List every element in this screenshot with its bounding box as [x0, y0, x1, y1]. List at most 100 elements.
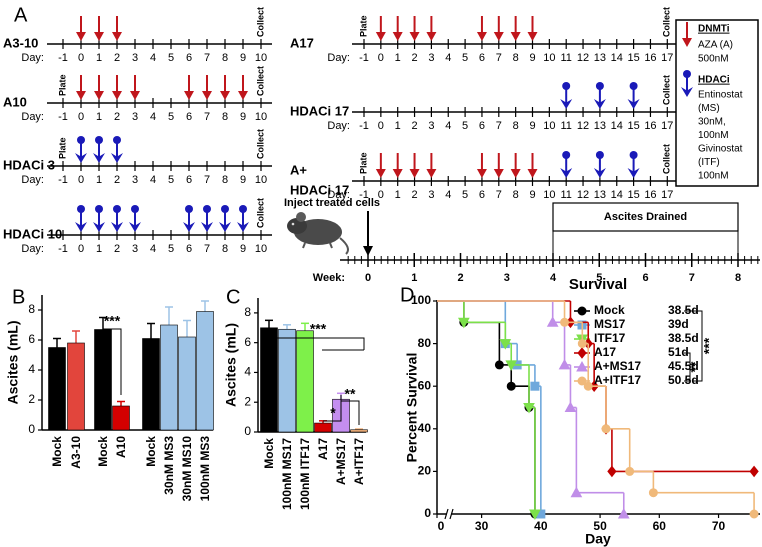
arrow-bulb — [113, 205, 121, 213]
bar — [48, 347, 66, 431]
arrow-head — [238, 91, 248, 100]
y-tick-label: 0 — [28, 422, 35, 436]
arrow-head — [476, 169, 487, 178]
y-tick-label: 6 — [28, 332, 35, 346]
arrow-head — [627, 168, 640, 178]
arrow-bulb — [113, 136, 121, 144]
day-tick-label: 3 — [428, 120, 434, 132]
timeline-label: HDACi 17 — [290, 103, 349, 118]
day-tick-label: 17 — [661, 52, 673, 64]
day-tick-label: -1 — [359, 189, 369, 201]
day-tick-label: 7 — [496, 189, 502, 201]
hdaci-arrow — [201, 205, 213, 232]
collect-label: Collect — [255, 66, 265, 96]
bar — [67, 342, 85, 431]
plate-label: Plate — [57, 74, 67, 96]
mouse-ear — [296, 212, 306, 222]
bar — [296, 330, 314, 433]
arrow-head — [409, 32, 420, 41]
day-tick-label: 9 — [529, 120, 535, 132]
day-tick-label: 14 — [611, 52, 623, 64]
dnmti-arrow — [527, 153, 538, 178]
day-tick-label: 1 — [395, 120, 401, 132]
day-tick-label: 5 — [462, 189, 468, 201]
survival-point — [564, 401, 577, 412]
survival-point — [648, 488, 658, 498]
legend-label: MS17 — [594, 317, 626, 331]
day-label: Day: — [327, 120, 350, 132]
arrow-head — [392, 169, 403, 178]
day-tick-label: 8 — [513, 120, 519, 132]
day-tick-label: 9 — [240, 174, 246, 186]
y-tick-label: 100 — [411, 293, 431, 307]
panel-label: C — [226, 286, 240, 308]
day-label: Day: — [21, 243, 44, 255]
dnmti-arrow — [527, 16, 538, 41]
day-tick-label: 5 — [462, 52, 468, 64]
day-tick-label: 9 — [240, 52, 246, 64]
arrow-head — [183, 222, 195, 232]
legend-label: ITF17 — [594, 331, 626, 345]
legend-label: A+MS17 — [594, 359, 641, 373]
arrow-head — [112, 32, 122, 41]
arrow-bulb — [185, 205, 193, 213]
axis-break-gap — [447, 511, 451, 517]
survival-point — [523, 403, 535, 414]
y-tick-label: 4 — [244, 365, 251, 379]
day-tick-label: 10 — [543, 52, 555, 64]
arrow-bulb — [221, 205, 229, 213]
y-tick-label: 60 — [418, 378, 432, 392]
bar — [94, 329, 112, 431]
survival-point — [529, 509, 541, 521]
legend-median: 45.5d — [668, 359, 699, 373]
arrow-head — [510, 169, 521, 178]
panel-label: D — [400, 284, 414, 306]
x-tick-label: A17 — [316, 438, 330, 460]
dnmti-arrow — [76, 16, 86, 41]
hdaci-arrow — [627, 151, 640, 178]
legend-text: AZA (A) — [698, 40, 733, 51]
hdaci-arrow — [93, 136, 105, 163]
arrow-head — [94, 91, 104, 100]
day-tick-label: 4 — [150, 111, 156, 123]
day-tick-label: 5 — [462, 120, 468, 132]
arrow-head — [237, 222, 249, 232]
survival-point — [494, 360, 504, 370]
day-tick-label: 8 — [222, 243, 228, 255]
timeline-label: HDACi 10 — [3, 226, 62, 241]
day-tick-label: 3 — [132, 243, 138, 255]
x-tick-label: Mock — [262, 438, 276, 469]
panel-label: A — [14, 4, 28, 26]
arrow-head — [476, 32, 487, 41]
chart-title: Survival — [569, 276, 627, 293]
bar — [260, 327, 278, 433]
survival-point — [546, 316, 559, 327]
day-tick-label: 6 — [479, 52, 485, 64]
day-tick-label: 16 — [644, 120, 656, 132]
day-tick-label: 11 — [560, 189, 571, 201]
arrow-head — [130, 91, 140, 100]
y-axis-label: Ascites (mL) — [5, 320, 21, 404]
hdaci-arrow — [627, 82, 640, 109]
day-tick-label: 4 — [150, 243, 156, 255]
day-tick-label: 8 — [513, 52, 519, 64]
x-tick-label: 0 — [438, 519, 445, 533]
day-tick-label: 4 — [445, 52, 451, 64]
arrow-bulb — [95, 136, 103, 144]
day-label: Day: — [327, 52, 350, 64]
collect-label: Collect — [255, 7, 265, 37]
mouse-feet — [302, 242, 333, 249]
day-tick-label: 10 — [543, 120, 555, 132]
y-tick-label: 40 — [418, 421, 432, 435]
survival-point — [601, 424, 611, 434]
legend-median: 50.5d — [668, 373, 699, 387]
significance-bracket — [684, 352, 691, 382]
arrow-head — [593, 168, 606, 178]
day-tick-label: 8 — [222, 52, 228, 64]
day-tick-label: 7 — [204, 174, 210, 186]
day-tick-label: 10 — [255, 174, 267, 186]
x-tick-label: 100nM ITF17 — [298, 438, 312, 510]
dnmti-arrow — [220, 75, 230, 100]
significance-label: *** — [104, 313, 121, 329]
day-tick-label: 5 — [168, 52, 174, 64]
